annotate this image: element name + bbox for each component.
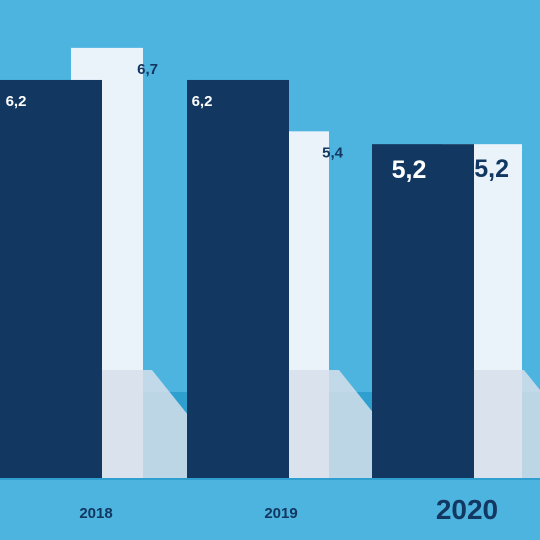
bar-dark-2020 (372, 144, 474, 478)
data-label-light-2020: 5,2 (474, 155, 509, 183)
x-tick-label-2020: 2020 (436, 494, 498, 525)
x-tick-label-2018: 2018 (79, 505, 112, 522)
bar-dark-2018 (0, 79, 102, 479)
x-tick-label-2019: 2019 (264, 505, 297, 522)
data-label-dark-2019: 6,2 (192, 93, 213, 110)
data-label-light-2019: 5,4 (322, 144, 344, 161)
bar-shadow-2020 (474, 370, 540, 478)
bar-dark-2019 (187, 79, 289, 479)
data-label-dark-2020: 5,2 (392, 156, 427, 184)
data-label-light-2018: 6,7 (137, 61, 158, 78)
bar-shadow-2019 (289, 370, 379, 478)
bar-shadow-2018 (102, 370, 192, 478)
data-label-dark-2018: 6,2 (6, 93, 27, 110)
